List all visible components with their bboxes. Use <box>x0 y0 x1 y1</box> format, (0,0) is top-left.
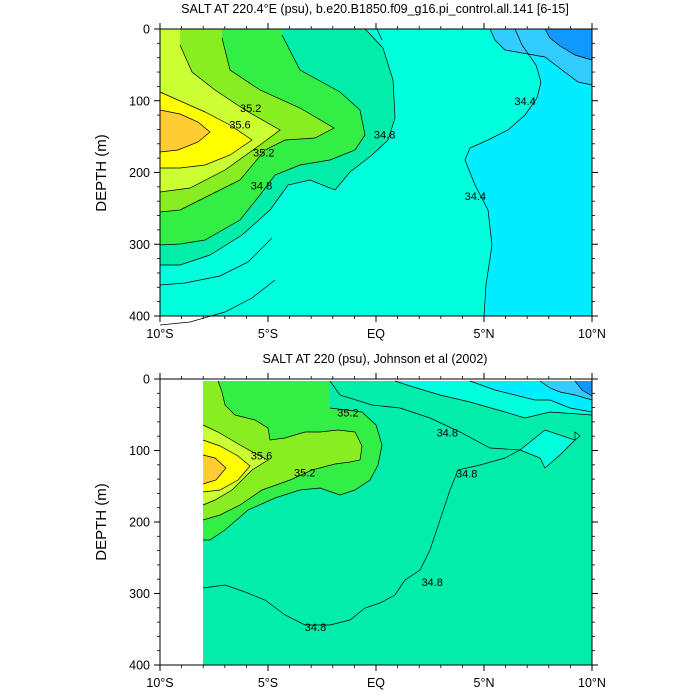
top-axis-ticks: 10°S 5°S EQ 5°N 10°N 0 100 200 300 400 <box>129 23 606 342</box>
bottom-contour-labels: 35.6 35.2 35.2 34.8 34.8 34.8 34.8 <box>251 408 478 634</box>
bottom-contour-36.0 <box>202 454 227 485</box>
top-panel: SALT AT 220.4°E (psu), b.e20.B1850.f09_g… <box>93 2 606 341</box>
top-y-tick-label: 0 <box>143 23 150 37</box>
top-contour-34.6 <box>160 28 396 266</box>
top-contour-35.4 <box>159 91 253 169</box>
bottom-contour-34.6-tongue <box>519 429 576 469</box>
top-contour-35.2 <box>159 44 281 193</box>
bottom-fill-36.0 <box>203 455 226 484</box>
bottom-chart-title: SALT AT 220 (psu), Johnson et al (2002) <box>263 352 488 366</box>
bottom-contour-34.6 <box>394 380 593 419</box>
bottom-contour-35.6 <box>202 439 251 493</box>
bottom-y-tick-label: 0 <box>143 373 150 387</box>
top-contour-deep <box>159 237 273 286</box>
top-contour-35.6 <box>159 109 211 153</box>
top-contour-34.8 <box>159 34 366 246</box>
bottom-contour-34.4 <box>469 380 593 413</box>
bottom-fill-35.2 <box>203 381 362 520</box>
bottom-contour-35.4 <box>202 424 269 506</box>
bottom-contour-label: 34.8 <box>421 577 442 589</box>
bottom-contour-label: 34.8 <box>456 468 477 480</box>
bottom-y-tick-label: 200 <box>129 516 150 530</box>
bottom-contour-34.8-mid <box>202 380 522 626</box>
top-contour-label: 34.8 <box>251 180 272 192</box>
top-y-tick-label: 200 <box>129 166 150 180</box>
top-contour-fills <box>160 29 592 316</box>
bottom-x-tick-label: 10°N <box>578 676 606 690</box>
top-x-tick-label: 5°S <box>258 327 278 341</box>
top-contour-34.2 <box>489 28 593 86</box>
top-x-tick-label: 10°S <box>146 327 173 341</box>
bottom-axis-ticks: 10°S 5°S EQ 5°N 10°N 0 100 200 300 400 <box>129 373 606 691</box>
top-contour-label: 35.6 <box>229 119 250 131</box>
top-contour-34.6b <box>376 28 383 41</box>
top-fill-34.4 <box>377 29 592 316</box>
bottom-contour-35.2 <box>202 380 363 521</box>
top-contour-35.0 <box>159 37 335 213</box>
top-y-tick-label: 100 <box>129 94 150 108</box>
top-contour-lines <box>159 28 593 326</box>
top-x-tick-label: 5°N <box>474 327 495 341</box>
bottom-y-tick-label: 100 <box>129 444 150 458</box>
bottom-contour-label: 35.2 <box>294 468 315 480</box>
top-contour-label: 34.4 <box>465 191 486 203</box>
bottom-contour-34.2 <box>539 380 593 401</box>
top-fill-34.0 <box>545 29 592 60</box>
bottom-fill-34.0 <box>575 381 592 396</box>
top-contour-labels: 35.6 35.2 35.2 34.8 34.8 34.4 34.4 <box>229 96 536 203</box>
bottom-contour-34.6-loop <box>574 431 581 441</box>
bottom-contour-34.0 <box>574 380 593 397</box>
bottom-x-tick-label: EQ <box>367 676 385 690</box>
top-y-tick-label: 400 <box>129 310 150 324</box>
top-x-tick-label: EQ <box>367 327 385 341</box>
top-contour-label: 34.4 <box>514 96 535 108</box>
bottom-fill-34.6 <box>395 381 592 468</box>
top-contour-34.0 <box>544 28 593 61</box>
bottom-contour-label: 34.8 <box>305 622 326 634</box>
top-contour-label: 35.2 <box>240 103 261 115</box>
bottom-contour-label: 35.6 <box>251 451 272 463</box>
bottom-contour-label: 34.8 <box>437 428 458 440</box>
bottom-y-tick-label: 300 <box>129 587 150 601</box>
top-contour-34.4 <box>464 28 542 317</box>
bottom-panel: SALT AT 220 (psu), Johnson et al (2002) … <box>93 352 606 690</box>
bottom-x-tick-label: 10°S <box>146 676 173 690</box>
bottom-contour-label: 35.2 <box>337 408 358 420</box>
top-contour-label: 34.8 <box>374 129 395 141</box>
top-x-tick-label: 10°N <box>578 327 606 341</box>
bottom-contour-35.0 <box>203 407 383 541</box>
bottom-x-tick-label: 5°N <box>474 676 495 690</box>
bottom-x-tick-label: 5°S <box>258 676 278 690</box>
bottom-y-tick-label: 400 <box>129 659 150 673</box>
top-chart-title: SALT AT 220.4°E (psu), b.e20.B1850.f09_g… <box>181 2 569 16</box>
bottom-contour-lines <box>202 380 593 626</box>
top-contour-deep2 <box>159 279 276 326</box>
top-fill-36.0 <box>160 110 210 152</box>
bottom-y-axis-title: DEPTH (m) <box>93 483 110 561</box>
top-y-axis-title: DEPTH (m) <box>93 134 110 212</box>
top-y-tick-label: 300 <box>129 238 150 252</box>
top-contour-label: 35.2 <box>253 147 274 159</box>
